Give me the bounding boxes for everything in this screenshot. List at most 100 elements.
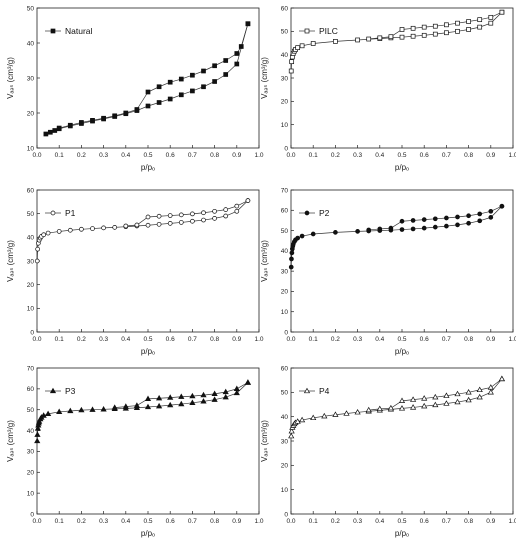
data-point bbox=[332, 411, 339, 417]
x-tick-label: 0.2 bbox=[331, 152, 340, 159]
data-point bbox=[355, 37, 360, 43]
data-point bbox=[79, 120, 84, 125]
data-point bbox=[189, 392, 196, 399]
x-tick-label: 0.3 bbox=[353, 518, 362, 525]
y-tick-label: 50 bbox=[281, 29, 289, 36]
legend-label: P2 bbox=[319, 208, 330, 218]
series-desorption bbox=[365, 375, 506, 413]
data-point bbox=[145, 103, 151, 109]
x-tick-label: 0.3 bbox=[353, 336, 362, 343]
data-point bbox=[190, 88, 195, 94]
y-tick-label: 10 bbox=[27, 490, 35, 497]
y-tick-label: 20 bbox=[27, 282, 35, 289]
y-tick-label: 10 bbox=[281, 122, 289, 129]
data-point bbox=[487, 384, 494, 390]
x-tick-label: 0.2 bbox=[77, 152, 86, 159]
series-desorption bbox=[366, 9, 505, 42]
series-adsorption bbox=[288, 9, 505, 74]
data-point bbox=[455, 20, 460, 26]
data-point bbox=[56, 229, 62, 234]
data-point bbox=[443, 400, 450, 406]
legend: P3 bbox=[45, 386, 76, 396]
data-point bbox=[245, 198, 251, 203]
data-point bbox=[238, 44, 244, 49]
legend-label: PILC bbox=[319, 26, 338, 36]
data-point bbox=[376, 405, 383, 412]
data-point bbox=[145, 89, 151, 95]
x-tick-label: 0.6 bbox=[420, 152, 429, 159]
data-point bbox=[34, 437, 41, 444]
data-point bbox=[466, 220, 471, 226]
data-point bbox=[156, 100, 162, 105]
x-tick-label: 0.9 bbox=[486, 518, 495, 525]
x-tick-label: 0.8 bbox=[210, 336, 219, 343]
data-point bbox=[477, 218, 483, 224]
data-point bbox=[432, 401, 439, 408]
data-point bbox=[421, 225, 427, 231]
y-tick-label: 50 bbox=[281, 390, 289, 397]
x-tick-label: 0.3 bbox=[99, 336, 108, 343]
data-point bbox=[201, 68, 206, 74]
data-point bbox=[123, 223, 129, 229]
data-point bbox=[233, 389, 240, 396]
data-point bbox=[211, 390, 218, 397]
data-point bbox=[298, 416, 306, 423]
y-axis-label: Vₐₔₛ (cm³/g) bbox=[260, 57, 269, 99]
data-point bbox=[365, 406, 372, 413]
x-tick-label: 0.9 bbox=[232, 518, 241, 525]
data-point bbox=[387, 404, 395, 411]
data-point bbox=[156, 213, 162, 219]
data-point bbox=[201, 84, 206, 90]
chart-panel-1: 0.0 0.1 0.2 0.3 0.4 0.5 0.6 0.7 0.8 0.9 1.0 10 20 30 4… bbox=[6, 5, 264, 172]
series-adsorption bbox=[34, 198, 251, 264]
y-tick-label: 20 bbox=[281, 463, 289, 470]
data-point bbox=[477, 17, 483, 23]
chart-panel-3: 0.0 0.1 0.2 0.3 0.4 0.5 0.6 0.7 0.8 0.9 1.0 0 10 20 30… bbox=[6, 187, 264, 356]
data-point bbox=[421, 402, 428, 409]
y-tick-label: 40 bbox=[27, 235, 35, 242]
data-point bbox=[355, 229, 360, 234]
x-tick-label: 0.1 bbox=[309, 152, 318, 159]
data-point bbox=[79, 226, 84, 232]
data-point bbox=[310, 41, 316, 46]
data-point bbox=[444, 22, 449, 28]
y-tick-label: 70 bbox=[281, 187, 289, 194]
y-tick-label: 40 bbox=[281, 414, 289, 421]
x-tick-label: 1.0 bbox=[254, 152, 263, 159]
data-point bbox=[67, 122, 73, 128]
x-tick-label: 0.5 bbox=[143, 336, 152, 343]
data-point bbox=[90, 226, 95, 231]
x-tick-label: 0.8 bbox=[210, 518, 219, 525]
chart-panel-2: 0.0 0.1 0.2 0.3 0.4 0.5 0.6 0.7 0.8 0.9 1.0 0 10 20 30… bbox=[260, 5, 516, 172]
x-tick-label: 0.1 bbox=[55, 336, 64, 343]
data-point bbox=[288, 427, 295, 434]
data-point bbox=[167, 96, 173, 102]
data-point bbox=[212, 216, 217, 221]
y-tick-label: 30 bbox=[27, 258, 35, 265]
data-point bbox=[432, 216, 438, 222]
data-point bbox=[56, 408, 63, 414]
x-tick-label: 0.4 bbox=[375, 336, 384, 343]
data-point bbox=[289, 256, 294, 262]
y-tick-label: 60 bbox=[281, 365, 289, 372]
series-desorption bbox=[111, 379, 252, 410]
data-point bbox=[465, 396, 472, 403]
data-point bbox=[295, 235, 301, 241]
data-point bbox=[455, 28, 460, 34]
data-point bbox=[477, 211, 483, 217]
data-point bbox=[234, 51, 240, 56]
x-axis-label: p/pₒ bbox=[141, 529, 155, 538]
data-point bbox=[234, 208, 240, 214]
legend-marker bbox=[304, 210, 310, 216]
data-point bbox=[488, 14, 494, 20]
data-point bbox=[244, 379, 252, 385]
data-point bbox=[310, 231, 316, 237]
x-tick-label: 0.4 bbox=[375, 152, 384, 159]
data-point bbox=[233, 385, 240, 392]
data-point bbox=[67, 227, 73, 233]
data-point bbox=[145, 222, 151, 228]
y-tick-label: 0 bbox=[284, 511, 288, 518]
x-tick-label: 0.0 bbox=[32, 518, 41, 525]
data-point bbox=[123, 110, 129, 116]
